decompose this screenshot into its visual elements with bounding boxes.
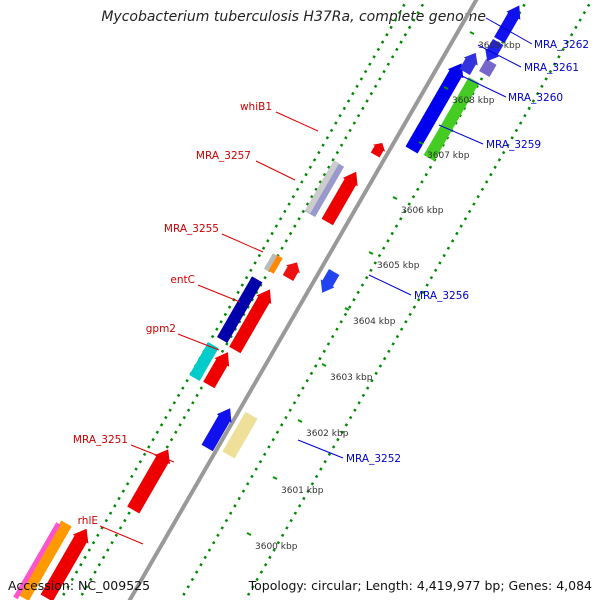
gene-feature-grey (263, 253, 278, 272)
leader-line (99, 525, 144, 545)
leader-line (130, 444, 175, 463)
accession-text: Accession: NC_009525 (8, 578, 151, 593)
tick-label: 3603 kbp (330, 373, 373, 383)
tick-label: 3602 kbp (306, 429, 349, 439)
gene-feature-blue (485, 39, 504, 62)
tick-mark (443, 86, 449, 90)
tick-label: 3601 kbp (281, 486, 324, 496)
leader-line (485, 17, 533, 45)
gene-feature-grey (305, 160, 340, 214)
feature-label: rhlE (78, 515, 98, 527)
feature-label: MRA_3262 (534, 39, 589, 51)
feature-label: MRA_3261 (524, 62, 579, 74)
tick-label: 3608 kbp (452, 96, 495, 106)
tick-mark (321, 363, 327, 367)
feature-label: MRA_3259 (486, 139, 541, 151)
gene-feature-red (229, 289, 272, 354)
gene-feature-red (321, 171, 358, 226)
tick-mark (344, 307, 350, 311)
tick-mark (392, 196, 398, 200)
leader-line (477, 44, 522, 68)
tick-mark (469, 31, 475, 35)
tick-mark (246, 532, 252, 536)
tick-mark (297, 419, 303, 423)
genome-backbone (127, 0, 479, 600)
gene-feature-pink (13, 522, 61, 600)
tick-mark (418, 141, 424, 145)
tick-label: 3606 kbp (401, 206, 444, 216)
tick-label: 3604 kbp (353, 317, 396, 327)
feature-label: MRA_3252 (346, 453, 401, 465)
gene-feature-blue (494, 5, 521, 43)
gene-feature-red (282, 262, 300, 281)
gene-feature-red (370, 142, 386, 158)
topology-text: Topology: circular; Length: 4,419,977 bp… (248, 578, 592, 593)
gene-feature-blue (201, 408, 232, 452)
leader-line (221, 233, 264, 253)
feature-label: gpm2 (146, 323, 176, 335)
tick-label: 3605 kbp (377, 261, 420, 271)
leader-line (297, 439, 344, 459)
gene-feature-yellow (222, 411, 258, 459)
gene-feature-navy (217, 276, 263, 343)
tick-label: 3607 kbp (427, 151, 470, 161)
feature-label: MRA_3255 (164, 223, 219, 235)
gene-feature-orange (18, 520, 72, 600)
gene-feature-orange (267, 254, 283, 274)
gene-feature-purple (479, 58, 497, 77)
gene-feature-red (203, 352, 230, 389)
leader-line (177, 333, 220, 351)
gene-feature-cyan (189, 342, 219, 381)
dotted-track (243, 0, 594, 600)
dotted-track (179, 0, 529, 600)
feature-label: MRA_3260 (508, 92, 563, 104)
feature-label: whiB1 (240, 101, 272, 113)
leader-line (255, 160, 296, 181)
tick-label: 3609 kbp (478, 41, 521, 51)
leader-line (461, 75, 507, 98)
leader-line (275, 111, 319, 132)
gene-feature-blue (459, 52, 478, 75)
gene-feature-blue (320, 269, 340, 293)
tick-mark (272, 476, 278, 480)
gene-feature-red (127, 449, 170, 514)
feature-label: MRA_3251 (73, 434, 128, 446)
leader-line (438, 124, 484, 145)
gene-feature-blue (405, 63, 464, 154)
genome-title: Mycobacterium tuberculosis H37Ra, comple… (101, 9, 486, 25)
dotted-track (59, 0, 409, 600)
gene-feature-red (40, 528, 89, 600)
feature-label: MRA_3256 (414, 290, 469, 302)
feature-label: MRA_3257 (196, 150, 251, 162)
tick-label: 3600 kbp (255, 542, 298, 552)
leader-line (197, 284, 241, 303)
leader-line (368, 274, 412, 296)
gene-feature-green (423, 77, 480, 161)
tick-mark (368, 251, 374, 255)
feature-label: entC (170, 274, 195, 286)
